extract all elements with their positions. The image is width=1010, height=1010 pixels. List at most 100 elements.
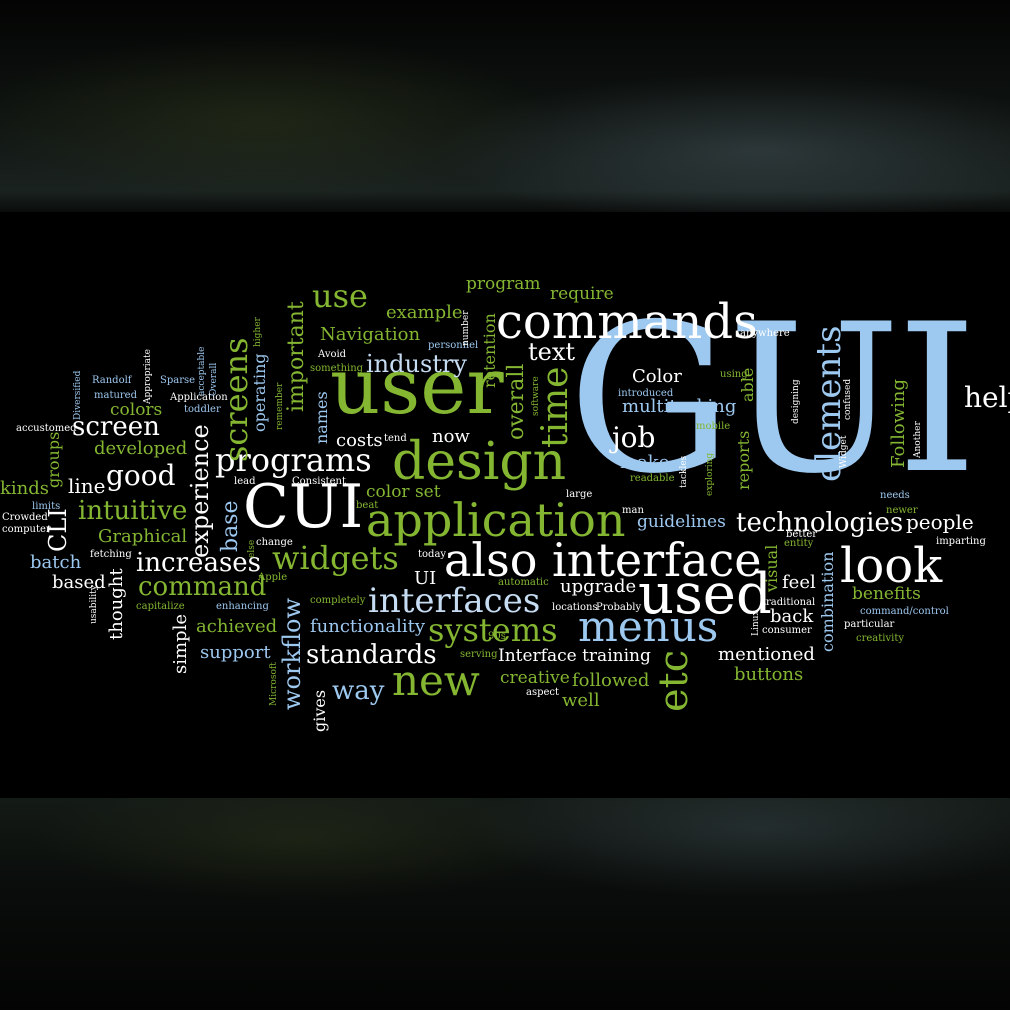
word-automatic: automatic (498, 577, 549, 588)
word-important: important (284, 301, 309, 412)
word-imparting: imparting (936, 536, 986, 547)
word-gui: GUI (568, 281, 978, 519)
word-widget: Widget (839, 435, 849, 468)
word-example: example (386, 302, 463, 323)
word-feel: feel (782, 572, 816, 593)
word-acceptable: acceptable (197, 346, 207, 396)
word-color: Color (632, 366, 682, 387)
word-particular: particular (844, 619, 895, 630)
word-color-set: color set (366, 482, 441, 502)
word-systems: systems (428, 611, 558, 649)
word-mentioned: mentioned (718, 644, 815, 665)
word-capitalize: capitalize (136, 601, 185, 612)
word-retention: retention (480, 313, 499, 388)
word-appropriate: Appropriate (143, 349, 153, 404)
word-use: use (312, 277, 368, 315)
word-computer: computer (2, 524, 51, 535)
word-creative: creative (500, 668, 570, 688)
word-visual: visual (762, 544, 781, 592)
word-navigation: Navigation (320, 324, 421, 345)
word-etc: etc (651, 649, 697, 712)
word-newer: newer (886, 505, 918, 516)
word-software: software (531, 376, 541, 416)
word-back: back (770, 606, 814, 627)
word-well: well (562, 690, 600, 711)
word-used: used (638, 562, 772, 627)
word-overall-small: Overall (209, 362, 219, 396)
word-overall: overall (504, 363, 529, 440)
word-require: require (550, 284, 614, 304)
word-tackles: tackles (679, 455, 689, 488)
word-sparse: Sparse (160, 375, 196, 386)
word-avoid: Avoid (318, 349, 347, 360)
word-support: support (200, 642, 271, 663)
word-graphical: Graphical (98, 526, 188, 547)
word-gives: gives (310, 689, 329, 732)
word-widgets: widgets (272, 539, 399, 577)
word-man: man (622, 505, 644, 516)
word-apple: Apple (258, 572, 288, 583)
word-introduced: introduced (618, 388, 674, 399)
word-linux: Linux (751, 610, 761, 636)
word-look: look (840, 538, 943, 594)
word-command-control: command/control (860, 606, 949, 617)
word-completely: completely (310, 595, 366, 606)
word-groups: groups (44, 431, 63, 488)
word-matured: matured (94, 390, 138, 401)
word-standards: standards (306, 640, 437, 670)
word-interfaces: interfaces (368, 581, 541, 621)
word-buttons: buttons (734, 664, 804, 685)
word-toddler: toddler (184, 404, 221, 415)
word-followed: followed (572, 670, 650, 691)
word-simple: simple (170, 614, 191, 674)
word-accustomed: accustomed (16, 423, 77, 434)
word-design: design (392, 432, 567, 492)
word-needs: needs (880, 490, 910, 501)
word-microsoft: Microsoft (269, 662, 279, 706)
word-base: base (218, 500, 243, 552)
word-lead: lead (234, 476, 256, 487)
word-kinds: kinds (0, 478, 50, 499)
word-exploring: exploring (705, 452, 715, 496)
word-programs: programs (215, 441, 372, 479)
word-mobile: mobile (696, 421, 731, 432)
word-intuitive: intuitive (78, 496, 188, 526)
word-combination: combination (818, 551, 837, 652)
word-readable: readable (630, 473, 675, 484)
word-interface-training: Interface training (498, 646, 651, 666)
word-user: user (330, 342, 504, 432)
word-using: using (720, 369, 748, 380)
word-nineties: 90s (488, 631, 506, 642)
word-locations: locations (552, 602, 598, 613)
word-time: time (535, 366, 576, 448)
word-screen: screen (72, 412, 160, 442)
word-reports: reports (734, 430, 753, 490)
word-enhancing: enhancing (216, 601, 269, 612)
word-anywhere: anywhere (740, 328, 790, 339)
word-line: line (68, 474, 106, 498)
word-ui: UI (414, 568, 437, 589)
word-usability: usability (89, 585, 99, 624)
word-change: change (256, 537, 293, 548)
word-now: now (432, 426, 470, 447)
blurred-background-bottom (0, 798, 1010, 1010)
word-consistent: Consistent (292, 476, 346, 487)
word-costs: costs (336, 430, 383, 451)
word-better: better (786, 529, 818, 540)
word-fetching: fetching (90, 549, 132, 560)
word-help: help (964, 381, 1010, 414)
word-benefits: benefits (852, 584, 921, 604)
word-large: large (566, 489, 593, 500)
word-batch: batch (30, 552, 82, 573)
word-serving: serving (460, 649, 498, 660)
word-menus: menus (578, 602, 719, 651)
word-randolf: Randolf (92, 375, 132, 386)
word-program: program (466, 274, 541, 294)
word-thought: thought (106, 568, 127, 640)
blurred-background-top (0, 0, 1010, 212)
word-aspect: aspect (526, 687, 560, 698)
word-diversified: Diversified (73, 370, 83, 420)
word-higher: higher (253, 317, 263, 347)
word-text: text (528, 338, 576, 366)
word-increases: increases (136, 548, 262, 578)
